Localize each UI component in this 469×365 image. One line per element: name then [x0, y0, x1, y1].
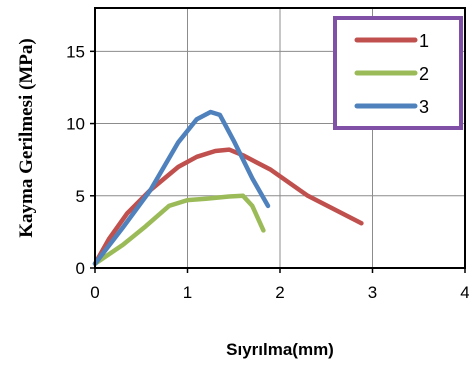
x-tick-label: 0: [90, 283, 99, 302]
series-line-2: [92, 193, 266, 266]
x-tick-label: 3: [368, 283, 377, 302]
series-line-3: [92, 109, 271, 266]
tick-labels: 0 5 10 15 0 1 2 3 4: [66, 42, 469, 302]
y-axis-label: Kayma Gerilmesi (MPa): [16, 38, 37, 237]
y-tick-label: 0: [76, 259, 85, 278]
legend: 1 2 3: [333, 16, 463, 130]
x-tick-label: 4: [460, 283, 469, 302]
y-tick-label: 15: [66, 42, 85, 61]
y-tick-label: 5: [76, 187, 85, 206]
x-tick-label: 2: [275, 283, 284, 302]
x-axis-label: Sıyrılma(mm): [226, 340, 334, 359]
series-line-1: [92, 147, 364, 266]
legend-label-2: 2: [419, 64, 429, 84]
y-tick-label: 10: [66, 115, 85, 134]
legend-label-1: 1: [419, 31, 429, 51]
x-tick-label: 1: [183, 283, 192, 302]
legend-label-3: 3: [419, 97, 429, 117]
plot-frame: [94, 7, 466, 269]
series-layer: [92, 109, 364, 266]
